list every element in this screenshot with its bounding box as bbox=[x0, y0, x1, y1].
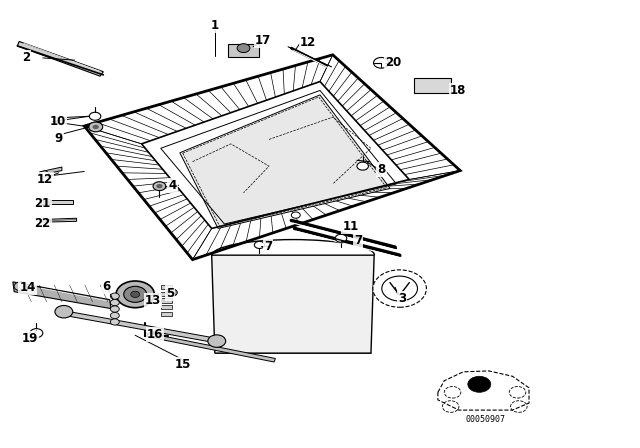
Text: 8: 8 bbox=[378, 163, 385, 176]
Circle shape bbox=[14, 282, 27, 291]
Polygon shape bbox=[180, 95, 390, 228]
Circle shape bbox=[110, 319, 119, 325]
FancyBboxPatch shape bbox=[414, 78, 451, 93]
Circle shape bbox=[156, 184, 163, 188]
Circle shape bbox=[374, 57, 389, 68]
Circle shape bbox=[208, 335, 226, 347]
Text: 16: 16 bbox=[147, 328, 163, 341]
Circle shape bbox=[153, 182, 166, 190]
Text: 22: 22 bbox=[35, 217, 51, 230]
Text: 6: 6 bbox=[102, 280, 110, 293]
Circle shape bbox=[30, 329, 43, 337]
Text: 19: 19 bbox=[22, 332, 38, 345]
Text: 7: 7 bbox=[354, 234, 362, 247]
Circle shape bbox=[357, 162, 369, 170]
FancyBboxPatch shape bbox=[161, 305, 172, 310]
FancyBboxPatch shape bbox=[161, 312, 172, 316]
Text: 21: 21 bbox=[35, 197, 51, 210]
Circle shape bbox=[373, 270, 426, 307]
Circle shape bbox=[110, 299, 119, 306]
Circle shape bbox=[131, 291, 140, 297]
Polygon shape bbox=[41, 218, 77, 222]
Circle shape bbox=[110, 293, 119, 299]
Text: 12: 12 bbox=[300, 36, 316, 49]
Circle shape bbox=[44, 199, 51, 204]
Circle shape bbox=[55, 306, 73, 318]
Circle shape bbox=[382, 276, 417, 301]
Circle shape bbox=[41, 171, 49, 177]
Circle shape bbox=[89, 122, 102, 132]
Text: 4: 4 bbox=[168, 179, 177, 192]
Circle shape bbox=[93, 125, 99, 129]
Circle shape bbox=[167, 289, 177, 296]
Polygon shape bbox=[41, 200, 73, 203]
Text: 12: 12 bbox=[36, 173, 52, 186]
Circle shape bbox=[468, 376, 491, 392]
Text: 5: 5 bbox=[166, 287, 174, 300]
FancyBboxPatch shape bbox=[228, 44, 259, 57]
Text: 2: 2 bbox=[22, 52, 30, 65]
Text: 20: 20 bbox=[385, 56, 401, 69]
Text: 00050907: 00050907 bbox=[466, 415, 506, 424]
Text: 1: 1 bbox=[211, 19, 219, 32]
Polygon shape bbox=[40, 167, 62, 175]
Polygon shape bbox=[56, 310, 225, 344]
Polygon shape bbox=[17, 42, 103, 76]
Circle shape bbox=[254, 241, 264, 249]
Text: 17: 17 bbox=[255, 34, 271, 47]
Circle shape bbox=[110, 312, 119, 319]
Circle shape bbox=[116, 281, 154, 308]
Circle shape bbox=[291, 212, 300, 218]
Circle shape bbox=[110, 306, 119, 312]
Circle shape bbox=[335, 234, 347, 242]
Text: 14: 14 bbox=[19, 281, 36, 294]
Polygon shape bbox=[13, 282, 111, 309]
Text: 15: 15 bbox=[175, 358, 191, 371]
Polygon shape bbox=[147, 333, 275, 362]
Circle shape bbox=[90, 112, 100, 120]
Text: 10: 10 bbox=[50, 115, 66, 128]
FancyBboxPatch shape bbox=[161, 285, 172, 289]
Circle shape bbox=[237, 44, 250, 52]
Text: 3: 3 bbox=[397, 292, 406, 305]
FancyBboxPatch shape bbox=[161, 298, 172, 303]
Text: 18: 18 bbox=[450, 84, 467, 97]
Text: 7: 7 bbox=[264, 240, 272, 253]
Text: 9: 9 bbox=[54, 132, 63, 145]
FancyBboxPatch shape bbox=[161, 292, 172, 296]
Text: 13: 13 bbox=[145, 294, 161, 307]
Polygon shape bbox=[212, 255, 374, 353]
Circle shape bbox=[124, 286, 147, 302]
Text: 11: 11 bbox=[342, 220, 358, 233]
